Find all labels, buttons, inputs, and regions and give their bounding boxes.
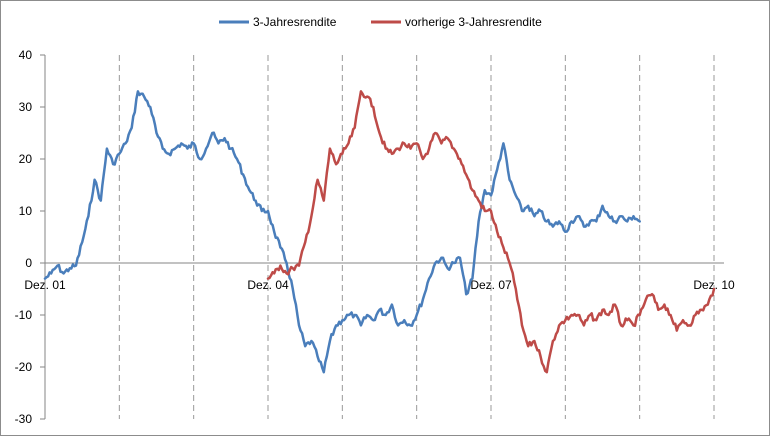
- legend: 3-Jahresrendite vorherige 3-Jahresrendit…: [219, 15, 542, 29]
- grid-layer: [118, 55, 715, 419]
- x-tick-label: Dez. 07: [470, 278, 512, 292]
- legend-label-3-jahresrendite: 3-Jahresrendite: [253, 15, 337, 29]
- y-tick-label: -30: [15, 412, 33, 426]
- legend-label-vorherige-3-jahresrendite: vorherige 3-Jahresrendite: [405, 15, 542, 29]
- y-tick-label: -10: [15, 308, 33, 322]
- y-tick-label: 40: [19, 48, 33, 62]
- x-axis-ticks: Dez. 01 Dez. 04 Dez. 07 Dez. 10: [24, 278, 735, 292]
- series-line-0: [43, 90, 641, 374]
- y-tick-label: 30: [19, 100, 33, 114]
- y-tick-label: 10: [19, 204, 33, 218]
- y-tick-label: 0: [25, 256, 32, 270]
- y-tick-label: -20: [15, 360, 33, 374]
- y-tick-label: 20: [19, 152, 33, 166]
- series-layer: [43, 90, 716, 374]
- x-tick-label: Dez. 04: [247, 278, 289, 292]
- series-line-1: [266, 90, 716, 374]
- y-axis-ticks: 40 30 20 10 0 -10 -20 -30: [15, 48, 33, 426]
- x-tick-label: Dez. 10: [693, 278, 735, 292]
- axes-layer: [40, 54, 724, 420]
